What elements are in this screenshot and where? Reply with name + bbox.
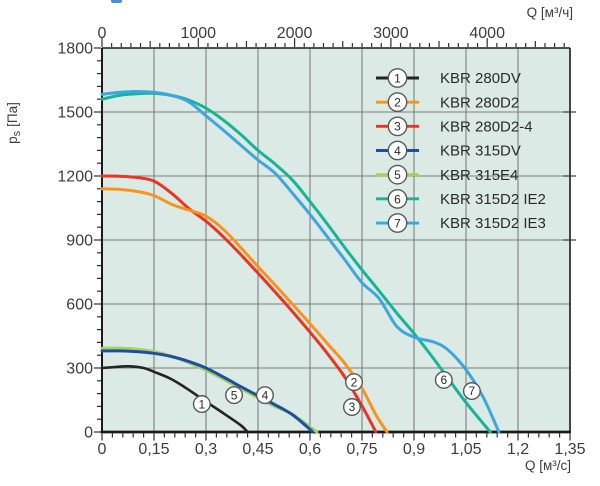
bottom-tick-label: 1,35 xyxy=(554,441,585,458)
cropped-title-artifact xyxy=(111,0,122,3)
legend-number-circle xyxy=(387,188,408,209)
curve-marker-2: 2 xyxy=(345,373,364,392)
legend-label: KBR 315E4 xyxy=(440,167,518,184)
legend-number: 5 xyxy=(394,168,401,182)
legend-item-4: 4 KBR 315DV xyxy=(376,140,521,161)
y-label-sub-s: s xyxy=(11,130,23,136)
legend-number: 4 xyxy=(394,144,401,158)
curve-number-markers: 1 2 3 4 5 6 7 xyxy=(192,370,481,417)
legend-number: 2 xyxy=(394,96,401,110)
bottom-tick-label: 1,05 xyxy=(450,441,481,458)
curve-marker-6: 6 xyxy=(434,370,453,389)
legend-label: KBR 280DV xyxy=(440,70,521,87)
left-tick-label: 1200 xyxy=(57,169,93,186)
legend-number-circle xyxy=(387,92,408,113)
svg-text:1: 1 xyxy=(198,397,205,411)
performance-curves xyxy=(100,89,501,434)
legend-item-5: 5 KBR 315E4 xyxy=(376,164,518,185)
legend-number-circle xyxy=(387,164,408,185)
legend-number: 6 xyxy=(394,192,401,206)
svg-text:7: 7 xyxy=(469,384,476,398)
legend: 1 KBR 280DV 2 KBR 280D2 3 KBR 280D2-4 4 KBR 315… xyxy=(376,68,546,233)
bottom-tick-label: 0,9 xyxy=(403,441,425,458)
top-tick-label: 3000 xyxy=(373,25,409,42)
svg-text:3: 3 xyxy=(349,400,356,414)
legend-number: 7 xyxy=(394,216,401,230)
legend-label: KBR 280D2-4 xyxy=(440,119,533,136)
svg-text:2: 2 xyxy=(351,375,358,389)
top-tick-label: 0 xyxy=(98,25,107,42)
bottom-tick-label: 1,2 xyxy=(507,441,529,458)
bottom-tick-label: 0,6 xyxy=(299,441,321,458)
legend-item-3: 3 KBR 280D2-4 xyxy=(376,116,533,137)
curve-kbr-280d2 xyxy=(100,187,389,434)
svg-text:6: 6 xyxy=(440,373,447,387)
bottom-tick-label: 0,45 xyxy=(242,441,273,458)
legend-number: 1 xyxy=(394,71,401,85)
y-label-unit: [Па] xyxy=(5,102,20,127)
curve-marker-7: 7 xyxy=(462,382,481,401)
curve-marker-5: 5 xyxy=(225,386,244,405)
legend-number-circle xyxy=(387,140,408,161)
svg-text:4: 4 xyxy=(262,388,269,402)
left-tick-label: 900 xyxy=(66,233,93,250)
top-tick-label: 1000 xyxy=(180,25,216,42)
curve-marker-4: 4 xyxy=(255,386,274,405)
legend-item-7: 7 KBR 315D2 IE3 xyxy=(376,213,546,233)
legend-item-2: 2 KBR 280D2 xyxy=(376,92,519,113)
legend-item-6: 6 KBR 315D2 IE2 xyxy=(376,188,546,209)
legend-number-circle xyxy=(387,213,408,233)
legend-label: KBR 280D2 xyxy=(440,94,519,111)
legend-number-circle xyxy=(387,68,408,88)
y-label-p: p xyxy=(5,136,20,144)
left-tick-label: 1500 xyxy=(57,105,93,122)
left-tick-label: 0 xyxy=(84,425,93,442)
bottom-axis-unit-label: Q [м³/с] xyxy=(525,458,571,473)
top-axis-unit-label: Q [м³/ч] xyxy=(527,5,573,20)
bottom-tick-label: 0,75 xyxy=(346,441,377,458)
curve-kbr-280dv xyxy=(100,364,249,434)
legend-number: 3 xyxy=(394,120,401,134)
left-tick-label: 600 xyxy=(66,297,93,314)
legend-label: KBR 315D2 IE3 xyxy=(440,215,546,232)
legend-item-1: 1 KBR 280DV xyxy=(376,68,521,88)
bottom-tick-label: 0,3 xyxy=(195,441,217,458)
left-tick-label: 300 xyxy=(66,361,93,378)
legend-label: KBR 315D2 IE2 xyxy=(440,191,546,208)
curve-kbr-315dv xyxy=(100,349,314,434)
legend-label: KBR 315DV xyxy=(440,143,521,160)
curve-marker-3: 3 xyxy=(342,398,361,417)
top-tick-label: 4000 xyxy=(469,25,505,42)
legend-number-circle xyxy=(387,116,408,137)
curve-marker-1: 1 xyxy=(192,395,211,414)
curve-kbr-280d2-4 xyxy=(100,174,378,434)
axis-tick-labels: 0 0,15 0,3 0,45 0,6 0,75 0,9 1,05 1,2 1,350 1000 20… xyxy=(57,25,585,458)
svg-text:5: 5 xyxy=(231,388,238,402)
y-axis-unit-label: ps [Па] xyxy=(5,102,23,144)
bottom-tick-label: 0 xyxy=(98,441,107,458)
left-tick-label: 1800 xyxy=(57,41,93,58)
curve-kbr-315d2-ie3 xyxy=(100,89,501,434)
axis-ticks xyxy=(94,38,576,441)
top-tick-label: 2000 xyxy=(277,25,313,42)
bottom-tick-label: 0,15 xyxy=(138,441,169,458)
